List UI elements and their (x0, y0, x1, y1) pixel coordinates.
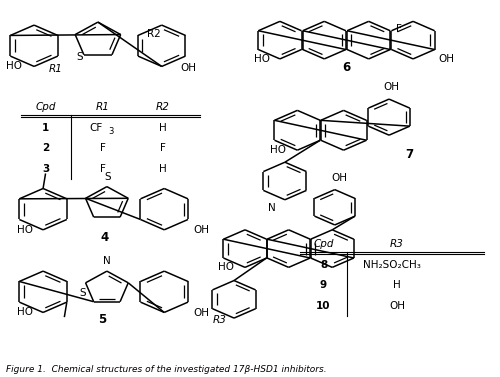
Text: CF: CF (90, 123, 103, 133)
Text: HO: HO (17, 308, 33, 317)
Text: Cpd: Cpd (36, 102, 56, 112)
Text: 10: 10 (316, 301, 331, 311)
Text: 7: 7 (405, 148, 413, 161)
Text: R3: R3 (212, 316, 226, 325)
Text: OH: OH (389, 301, 405, 311)
Text: OH: OH (193, 225, 209, 235)
Text: OH: OH (438, 54, 454, 64)
Text: NH₂SO₂CH₃: NH₂SO₂CH₃ (363, 260, 421, 270)
Text: F: F (100, 164, 106, 174)
Text: N: N (103, 256, 111, 266)
Text: H: H (159, 123, 166, 133)
Text: HO: HO (6, 61, 22, 71)
Text: 2: 2 (42, 143, 49, 153)
Text: HO: HO (17, 225, 33, 235)
Text: Figure 1.  Chemical structures of the investigated 17β-HSD1 inhibitors.: Figure 1. Chemical structures of the inv… (6, 365, 326, 374)
Text: R1: R1 (96, 102, 110, 112)
Text: S: S (80, 288, 86, 298)
Text: N: N (268, 203, 276, 213)
Text: HO: HO (254, 54, 270, 64)
Text: HO: HO (218, 262, 234, 272)
Text: OH: OH (332, 173, 348, 183)
Text: 4: 4 (100, 231, 108, 244)
Text: HO: HO (270, 145, 286, 155)
Text: R2: R2 (156, 102, 170, 112)
Text: H: H (393, 280, 401, 290)
Text: R3: R3 (390, 239, 404, 249)
Text: OH: OH (180, 63, 196, 73)
Text: OH: OH (193, 308, 209, 318)
Text: 1: 1 (42, 123, 49, 133)
Text: Cpd: Cpd (314, 239, 334, 249)
Text: 3: 3 (42, 164, 49, 174)
Text: 5: 5 (98, 313, 106, 326)
Text: OH: OH (384, 81, 400, 92)
Text: H: H (159, 164, 166, 174)
Text: S: S (76, 52, 83, 61)
Text: F: F (396, 24, 402, 34)
Text: S: S (104, 172, 111, 182)
Text: 9: 9 (320, 280, 327, 290)
Text: R1: R1 (48, 64, 62, 74)
Text: R2: R2 (147, 29, 160, 39)
Text: 3: 3 (108, 127, 114, 136)
Text: F: F (160, 143, 166, 153)
Text: F: F (100, 143, 106, 153)
Text: 6: 6 (342, 61, 350, 74)
Text: 8: 8 (320, 260, 327, 270)
